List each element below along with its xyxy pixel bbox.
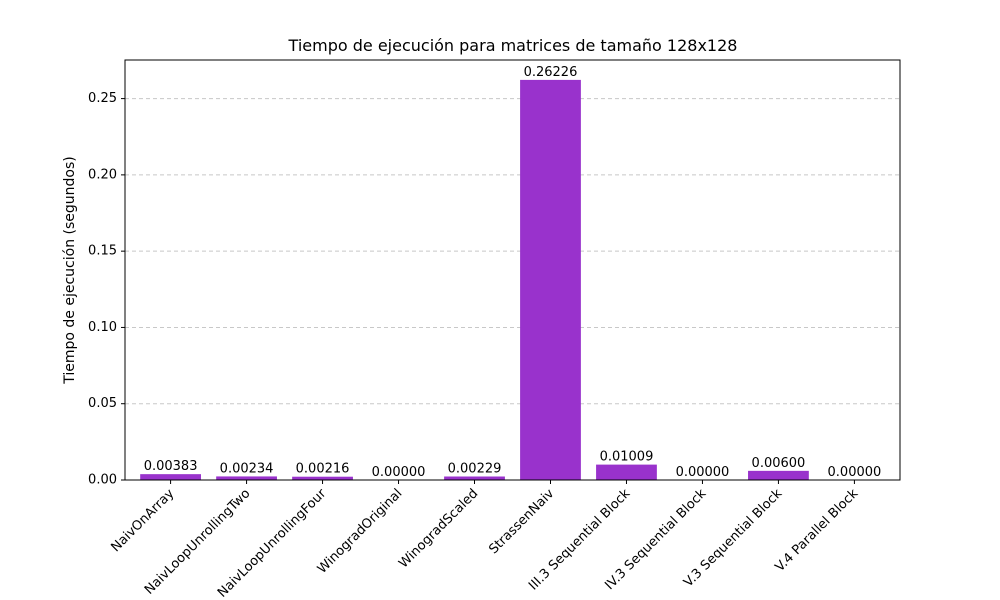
bar xyxy=(520,79,581,481)
bar-value-label: 0.00000 xyxy=(372,465,426,480)
y-tick-label: 0.25 xyxy=(88,91,117,106)
y-tick-label: 0.20 xyxy=(88,167,117,182)
bar xyxy=(216,476,277,480)
bar-value-label: 0.01009 xyxy=(600,450,654,465)
bar xyxy=(140,474,201,480)
y-tick-label: 0.00 xyxy=(88,473,117,488)
bar-value-label: 0.00216 xyxy=(296,462,350,477)
bar xyxy=(444,476,505,480)
y-tick-label: 0.15 xyxy=(88,244,117,259)
bar-value-label: 0.00600 xyxy=(752,456,806,471)
y-axis-label: Tiempo de ejecución (segundos) xyxy=(62,156,78,385)
bar xyxy=(292,476,353,480)
bar-value-label: 0.00000 xyxy=(676,465,730,480)
y-tick-label: 0.05 xyxy=(88,396,117,411)
bar-value-label: 0.26226 xyxy=(524,65,578,80)
bar xyxy=(748,470,809,480)
bar-value-label: 0.00229 xyxy=(448,462,502,477)
plot-frame xyxy=(124,59,901,481)
bar-value-label: 0.00234 xyxy=(220,461,274,476)
y-axis-ticks: 0.00 0.05 0.10 0.15 0.20 0.25 xyxy=(88,91,125,488)
bar xyxy=(596,464,657,480)
chart-title: Tiempo de ejecución para matrices de tam… xyxy=(288,36,738,55)
y-tick-label: 0.10 xyxy=(88,320,117,335)
value-label-layer: 0.00383 0.00234 0.00216 0.00000 0.00229 0.262… xyxy=(144,65,882,480)
bar-value-label: 0.00383 xyxy=(144,459,198,474)
bar-value-label: 0.00000 xyxy=(828,465,882,480)
bar-layer xyxy=(140,79,809,481)
